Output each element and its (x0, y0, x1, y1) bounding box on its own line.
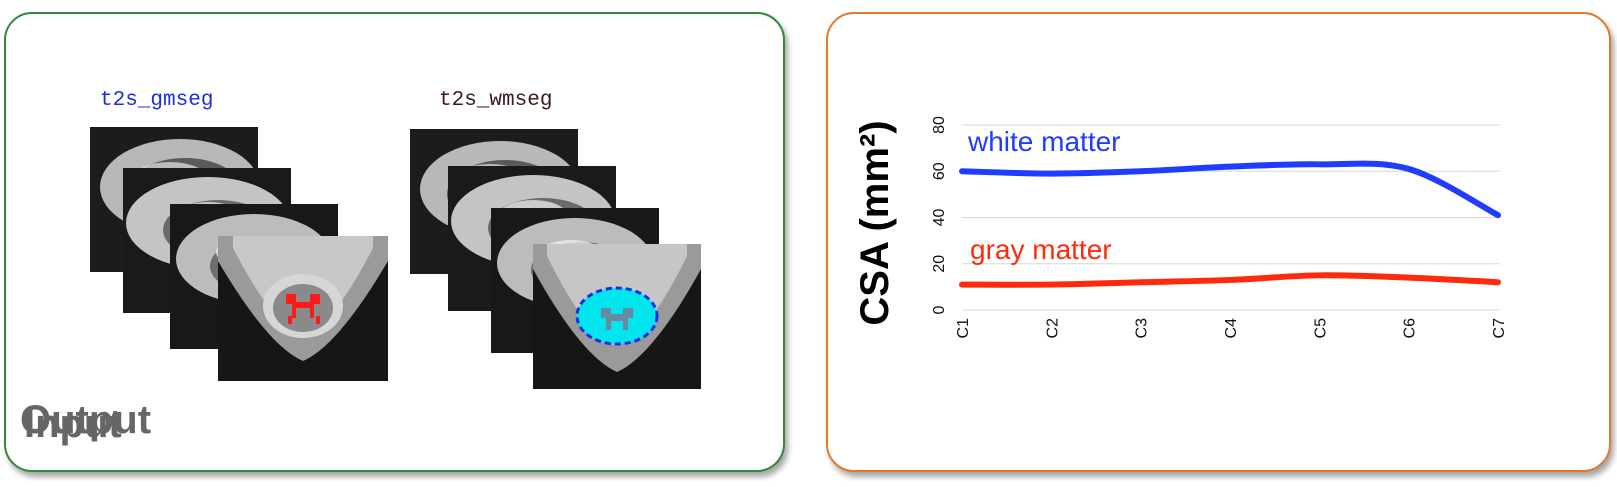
wm-seg-filename: t2s_wmseg (439, 89, 553, 112)
x-tick-label: C5 (1312, 318, 1329, 339)
series-lines (959, 160, 1501, 288)
y-tick-label: 80 (931, 116, 948, 134)
y-tick-label: 40 (931, 209, 948, 227)
output-title: Output (20, 398, 152, 442)
x-tick-label: C4 (1223, 318, 1240, 339)
x-tick-label: C7 (1491, 318, 1508, 339)
wm-slice-segmented (533, 244, 701, 389)
x-tick-labels: C1 C2 C3 C4 C5 C6 C7 (955, 318, 1508, 339)
csa-chart: 0 20 40 60 80 C1 C2 C3 C4 C5 C6 C7 white matter gra… (853, 116, 1508, 339)
gm-seg-filename: t2s_gmseg (100, 89, 214, 112)
series-label-white-matter: white matter (967, 126, 1121, 157)
y-tick-label: 0 (931, 305, 948, 314)
series-label-gray-matter: gray matter (970, 234, 1112, 265)
series-line-gray-matter (959, 272, 1501, 288)
input-title: Input (24, 402, 122, 446)
y-tick-label: 20 (931, 255, 948, 273)
y-axis-label: CSA (mm²) (853, 120, 897, 325)
x-tick-label: C3 (1134, 318, 1151, 339)
x-tick-label: C2 (1044, 318, 1061, 339)
x-tick-label: C1 (955, 318, 972, 339)
y-tick-labels: 0 20 40 60 80 (931, 116, 948, 314)
output-panel (826, 12, 1611, 472)
x-tick-label: C6 (1402, 318, 1419, 339)
gm-slice-segmented (218, 236, 388, 381)
series-line-white-matter (959, 160, 1501, 219)
series-labels: white matter gray matter (967, 126, 1121, 265)
y-tick-label: 60 (931, 162, 948, 180)
